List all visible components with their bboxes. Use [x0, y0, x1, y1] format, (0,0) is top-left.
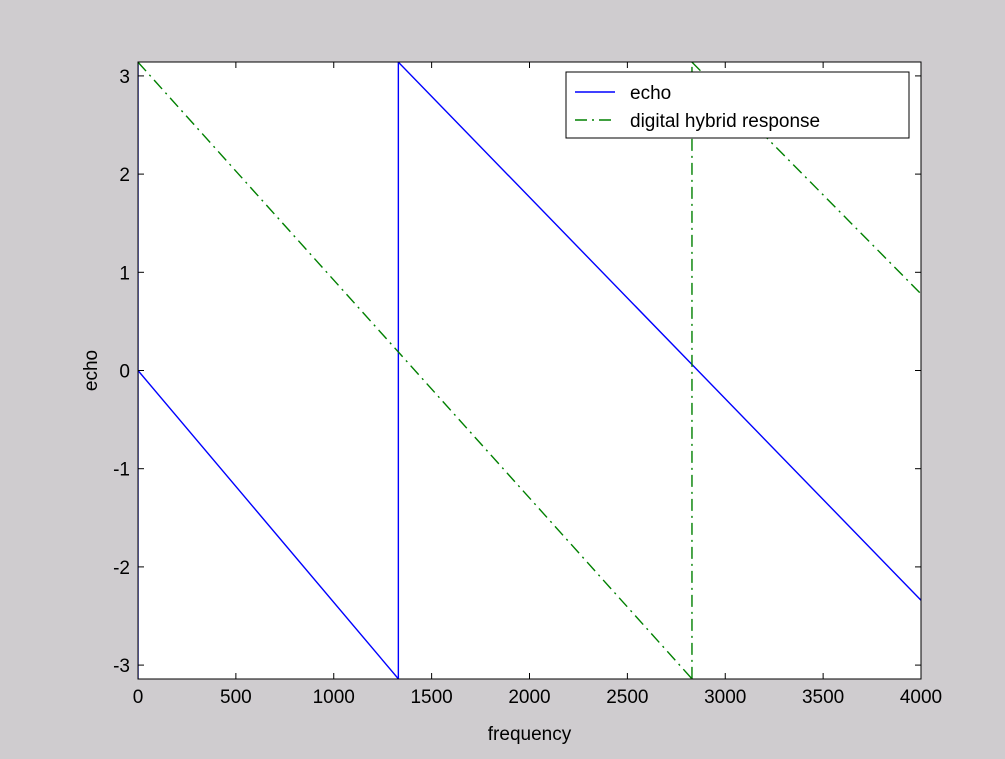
- x-tick-label: 2500: [606, 687, 648, 708]
- series-layer: [138, 62, 921, 679]
- x-tick-label: 3500: [802, 687, 844, 708]
- y-tick-label: 0: [119, 362, 130, 383]
- y-tick-label: -1: [113, 460, 130, 481]
- x-tick-label: 0: [133, 687, 144, 708]
- y-tick-label: 2: [119, 165, 130, 186]
- plot-area: [138, 62, 921, 679]
- x-tick-label: 3000: [704, 687, 746, 708]
- legend-entry-echo: echo: [630, 83, 671, 104]
- legend-entry-digital-hybrid-response: digital hybrid response: [630, 111, 820, 132]
- x-axis-label: frequency: [488, 724, 572, 745]
- y-tick-label: 1: [119, 263, 130, 284]
- x-tick-label: 1000: [313, 687, 355, 708]
- y-tick-label: -3: [113, 656, 130, 677]
- x-tick-label: 1500: [410, 687, 452, 708]
- legend[interactable]: echo digital hybrid response: [565, 71, 910, 139]
- x-tick-label: 500: [220, 687, 252, 708]
- x-tick-label: 2000: [508, 687, 550, 708]
- y-tick-label: -2: [113, 558, 130, 579]
- series-digital-hybrid-response-segment-0: [138, 62, 693, 679]
- y-axis-label: echo: [81, 350, 102, 391]
- legend-box: [565, 71, 910, 139]
- x-tick-label: 4000: [900, 687, 942, 708]
- series-echo-segment-3: [397, 62, 921, 601]
- ticks-layer: 0 500 1000 1500 2000 2500 3000 3500 4000 3 2 1 0 -1 -2…: [113, 62, 942, 708]
- series-echo-segment-1: [138, 370, 399, 679]
- y-tick-label: 3: [119, 67, 130, 88]
